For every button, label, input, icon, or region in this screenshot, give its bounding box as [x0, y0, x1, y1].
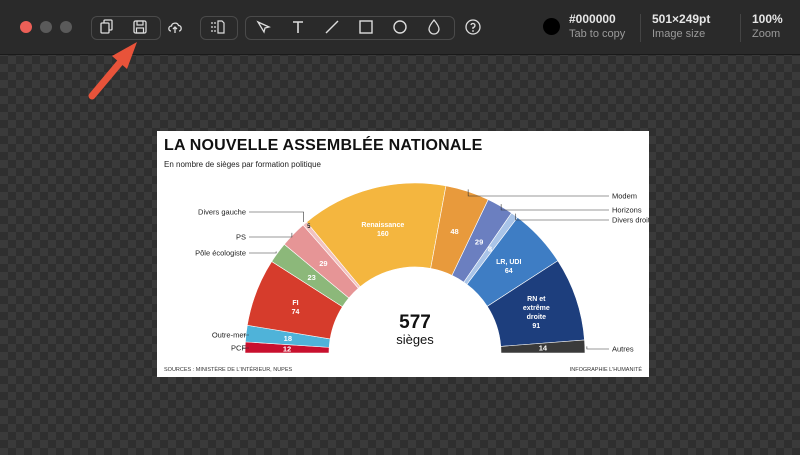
leader-line [515, 213, 609, 221]
ellipse-tool-icon[interactable] [388, 16, 412, 38]
minimize-window-button[interactable] [40, 21, 52, 33]
credit-note: INFOGRAPHIE L'HUMANITÉ [569, 367, 642, 373]
file-tools-group [91, 16, 161, 40]
segment-label: 18 [284, 334, 292, 343]
leader-line [467, 189, 609, 197]
leader-line [249, 232, 293, 238]
drawing-tools-group [245, 16, 455, 40]
party-label: Autres [612, 345, 634, 354]
infographic-subtitle: En nombre de sièges par formation politi… [164, 160, 321, 169]
save-icon[interactable] [128, 16, 152, 38]
copy-icon[interactable] [95, 16, 119, 38]
color-value: #000000 [569, 12, 616, 26]
leader-line [243, 333, 249, 336]
party-label: Outre-mer [212, 331, 247, 340]
zoom-value: 100% [752, 12, 783, 26]
infographic-title: LA NOUVELLE ASSEMBLÉE NATIONALE [164, 137, 483, 154]
segment-label: 23 [307, 273, 315, 282]
segment-label: 12 [283, 344, 291, 353]
segment-label: 48 [450, 227, 458, 236]
party-label: Divers droite [612, 216, 649, 225]
image-size-value: 501×249pt [652, 12, 711, 26]
image-size-label: Image size [652, 28, 706, 40]
color-swatch[interactable] [543, 18, 560, 35]
segment-label: Renaissance 160 [361, 222, 404, 238]
text-tool-icon[interactable] [286, 16, 310, 38]
segment-label: FI 74 [292, 300, 300, 316]
close-window-button[interactable] [20, 21, 32, 33]
layout-icon[interactable] [206, 16, 230, 38]
segment-label: RN et extrême droite 91 [523, 296, 550, 330]
leader-line [586, 346, 609, 350]
color-tool-icon[interactable] [422, 16, 446, 38]
image-size-info: 501×249pt Image size [652, 12, 710, 40]
zoom-window-button[interactable] [60, 21, 72, 33]
segment-label: LR, UDI 64 [496, 259, 521, 275]
leader-line [242, 347, 249, 349]
segment-value-label: 5 [307, 224, 311, 230]
infographic-image: LA NOUVELLE ASSEMBLÉE NATIONALE En nombr… [157, 131, 649, 377]
party-label: Pôle écologiste [195, 249, 246, 258]
party-label: PCF [231, 344, 246, 353]
total-seats: 577 [399, 312, 431, 333]
color-hint: Tab to copy [569, 28, 626, 40]
segment-label: 29 [319, 259, 327, 268]
leader-line [500, 204, 609, 211]
leader-line [249, 211, 304, 222]
zoom-label: Zoom [752, 28, 781, 40]
rectangle-tool-icon[interactable] [354, 16, 378, 38]
zoom-info[interactable]: 100% Zoom [752, 12, 783, 40]
line-tool-icon[interactable] [320, 16, 344, 38]
divider [640, 14, 641, 42]
segment-label: 29 [475, 238, 483, 247]
help-icon[interactable] [461, 16, 485, 38]
seat-segment-autres [500, 339, 586, 354]
leader-line [249, 251, 277, 254]
upload-icon[interactable] [163, 16, 187, 38]
party-label: PS [236, 233, 246, 242]
segment-label: 8 [488, 245, 492, 254]
source-note: SOURCES : MINISTÈRE DE L'INTÉRIEUR, NUPE… [164, 367, 293, 373]
selection-tool-icon[interactable] [251, 16, 275, 38]
total-seats-label: sièges [396, 332, 434, 347]
party-label: Divers gauche [198, 208, 246, 217]
segment-label: 14 [539, 344, 548, 353]
party-label: Horizons [612, 206, 642, 215]
color-info[interactable]: #000000 Tab to copy [569, 12, 625, 40]
layout-group [200, 16, 238, 40]
party-label: Modem [612, 192, 637, 201]
divider [740, 14, 741, 42]
